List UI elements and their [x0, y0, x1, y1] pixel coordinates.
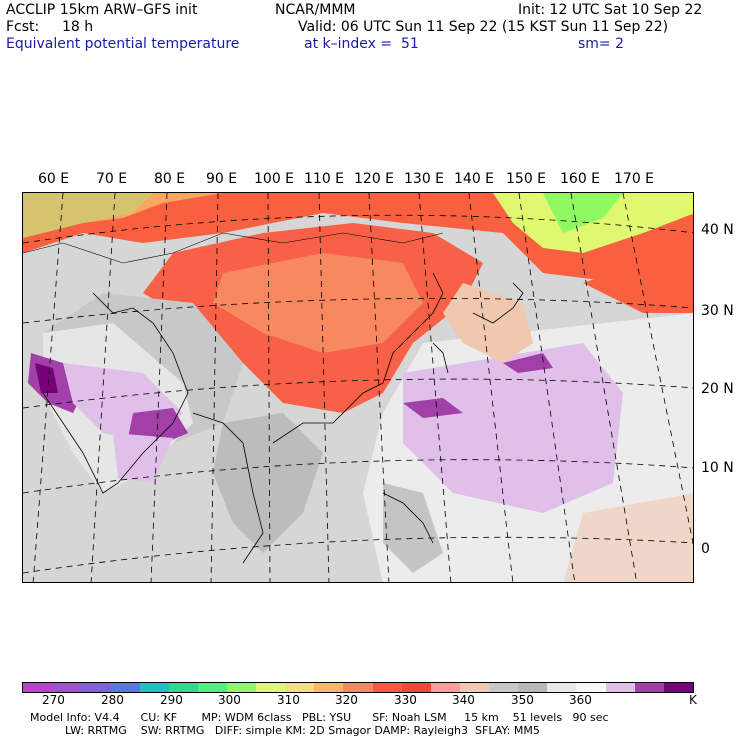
lon-label: 100 E	[254, 171, 295, 187]
colorbar-swatch	[23, 683, 53, 692]
colorbar-swatch	[372, 683, 402, 692]
colorbar-swatch	[663, 683, 693, 692]
colorbar-swatch	[576, 683, 606, 692]
forecast-label: Fcst:	[6, 19, 40, 35]
lon-label: 120 E	[354, 171, 395, 187]
colorbar-label: 270	[42, 693, 65, 707]
model-info-line2: LW: RRTMG SW: RRTMG DIFF: simple KM: 2D …	[30, 724, 540, 737]
colorbar-swatch	[605, 683, 635, 692]
map-panel	[22, 192, 694, 583]
colorbar-swatch	[168, 683, 198, 692]
center-label: NCAR/MMM	[275, 2, 356, 18]
colorbar-swatch	[52, 683, 82, 692]
colorbar-swatch	[401, 683, 431, 692]
colorbar-label: 280	[101, 693, 124, 707]
colorbar-swatch	[430, 683, 460, 692]
colorbar-swatch	[547, 683, 577, 692]
colorbar-swatch	[314, 683, 344, 692]
colorbar-swatch	[634, 683, 664, 692]
colorbar-swatch	[459, 683, 489, 692]
forecast-hour: 18 h	[62, 19, 94, 35]
lon-label: 110 E	[304, 171, 345, 187]
smoothing-label: sm= 2	[578, 36, 625, 52]
lat-label: 40 N	[701, 222, 734, 238]
lon-label: 70 E	[96, 171, 128, 187]
colorbar-label: 340	[452, 693, 475, 707]
colorbar-label: 300	[218, 693, 241, 707]
colorbar-swatch	[256, 683, 286, 692]
lat-label: 10 N	[701, 460, 734, 476]
colorbar-label: 320	[335, 693, 358, 707]
colorbar-label: 310	[277, 693, 300, 707]
field-name: Equivalent potential temperature	[6, 36, 240, 52]
colorbar-label: 290	[160, 693, 183, 707]
colorbar-swatch	[197, 683, 227, 692]
model-title: ACCLIP 15km ARW–GFS init	[6, 2, 198, 18]
model-info-line1: Model Info: V4.4 CU: KF MP: WDM 6class P…	[30, 711, 609, 724]
lat-label: 0	[701, 541, 710, 557]
colorbar-swatch	[110, 683, 140, 692]
lon-label: 170 E	[614, 171, 655, 187]
colorbar-swatch	[226, 683, 256, 692]
colorbar-swatch	[489, 683, 519, 692]
colorbar-label: 360	[569, 693, 592, 707]
lon-label: 140 E	[454, 171, 495, 187]
colorbar-swatch	[139, 683, 169, 692]
lon-label: 90 E	[206, 171, 238, 187]
init-time: Init: 12 UTC Sat 10 Sep 22	[518, 2, 703, 18]
colorbar-unit: K	[689, 693, 697, 707]
level-index: at k–index = 51	[304, 36, 419, 52]
lon-label: 80 E	[154, 171, 186, 187]
valid-time: Valid: 06 UTC Sun 11 Sep 22 (15 KST Sun …	[298, 19, 669, 35]
theta-e-field	[23, 193, 693, 582]
colorbar	[22, 682, 694, 693]
lon-label: 150 E	[506, 171, 547, 187]
lat-label: 30 N	[701, 303, 734, 319]
colorbar-swatch	[285, 683, 315, 692]
colorbar-swatch	[518, 683, 548, 692]
lon-label: 160 E	[560, 171, 601, 187]
lon-label: 130 E	[404, 171, 445, 187]
colorbar-label: 350	[511, 693, 534, 707]
lon-label: 60 E	[38, 171, 70, 187]
colorbar-label: 330	[394, 693, 417, 707]
colorbar-swatch	[343, 683, 373, 692]
lat-label: 20 N	[701, 381, 734, 397]
colorbar-swatch	[81, 683, 111, 692]
